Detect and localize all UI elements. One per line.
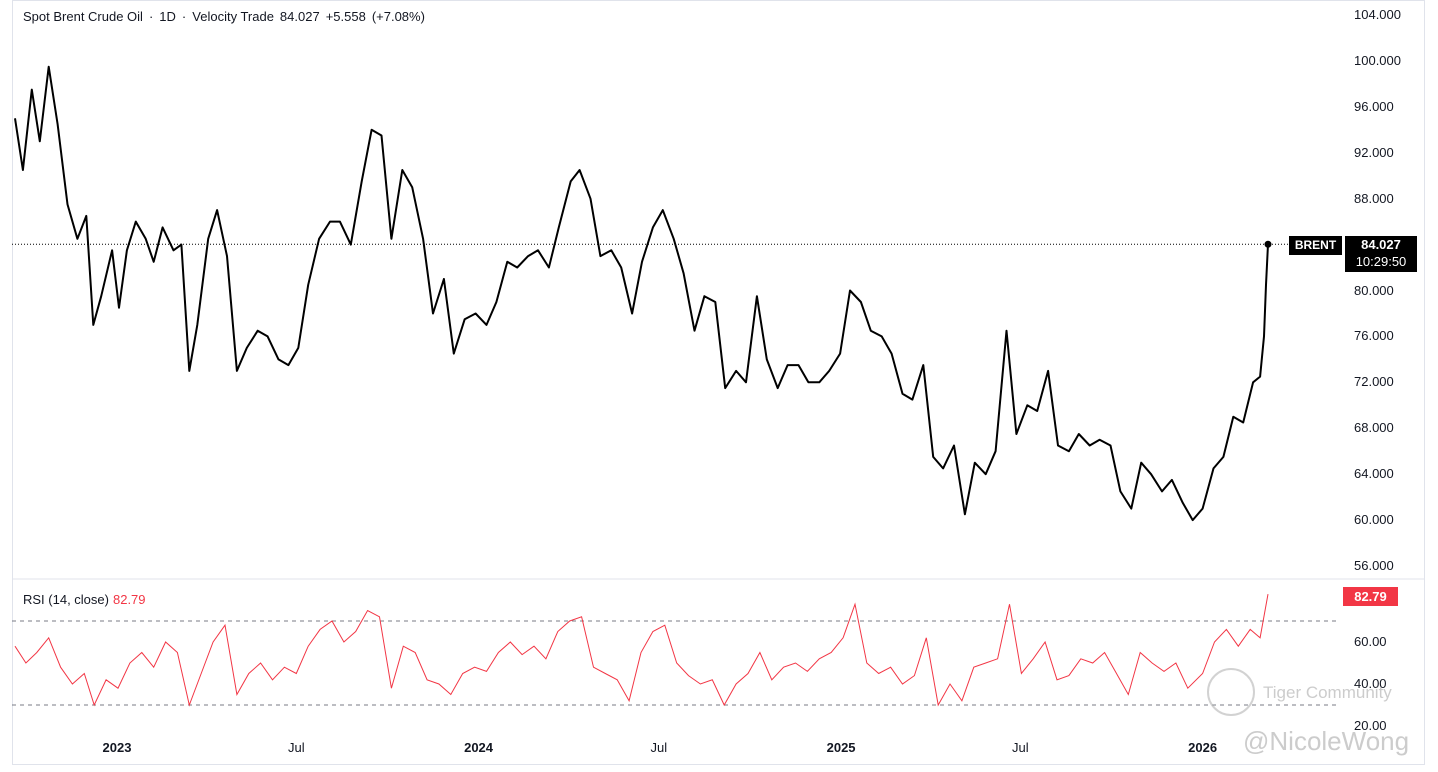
bar-countdown: 10:29:50: [1355, 254, 1407, 269]
separator: ·: [148, 9, 154, 24]
time-tick-label: Jul: [287, 740, 305, 755]
price-tick-label: 72.000: [1354, 374, 1394, 390]
last-price-tag-value: 84.027: [1361, 237, 1401, 252]
price-tick-label: 60.000: [1354, 512, 1394, 528]
time-tick-label: Jul: [1012, 740, 1029, 755]
time-tick-label: 2025: [826, 740, 856, 755]
last-price: 84.027: [279, 9, 320, 24]
tiger-logo-icon: [1207, 668, 1255, 716]
price-tick-label: 104.000: [1354, 7, 1401, 22]
price-tick-label: 96.000: [1354, 98, 1394, 114]
time-tick-label: 2023: [102, 740, 132, 755]
separator: ·: [181, 9, 187, 24]
last-price-tag: 84.027 10:29:50: [1345, 236, 1417, 272]
price-change: +5.558: [325, 9, 366, 24]
chart-frame: [12, 0, 1425, 765]
rsi-value-tag: 82.79: [1343, 587, 1398, 606]
interval[interactable]: 1D: [159, 9, 176, 24]
price-tick-label: 64.000: [1354, 466, 1394, 482]
price-tick-label: 68.000: [1354, 420, 1394, 436]
price-tick-label: 92.000: [1354, 144, 1394, 160]
symbol-tag: BRENT: [1289, 236, 1342, 255]
price-tick-label: 88.000: [1354, 190, 1394, 206]
last-price-marker: [1264, 240, 1272, 248]
time-tick-label: 2024: [464, 740, 494, 755]
rsi-label: RSI (14, close): [23, 592, 109, 607]
rsi-tick-label: 40.00: [1354, 676, 1387, 691]
rsi-line[interactable]: [14, 594, 1269, 707]
price-tick-label: 80.000: [1354, 282, 1394, 298]
time-tick-label: Jul: [650, 740, 668, 755]
price-tick-label: 100.000: [1354, 52, 1401, 68]
publisher: Velocity Trade: [192, 9, 274, 24]
time-tick-label: 2026: [1188, 740, 1218, 755]
price-tick-label: 56.000: [1354, 558, 1394, 573]
rsi-tick-label: 60.00: [1354, 634, 1387, 649]
price-tick-label: 76.000: [1354, 328, 1394, 344]
watermark-author: @NicoleWong: [1243, 726, 1410, 756]
rsi-header[interactable]: RSI (14, close) 82.79: [23, 592, 146, 607]
rsi-tick-label: 20.00: [1354, 718, 1387, 733]
price-change-pct: (+7.08%): [371, 9, 425, 24]
price-line[interactable]: [14, 65, 1269, 522]
chart-header: Spot Brent Crude Oil · 1D · Velocity Trade 84…: [23, 9, 431, 24]
symbol-name[interactable]: Spot Brent Crude Oil: [23, 9, 143, 24]
rsi-value: 82.79: [112, 592, 146, 607]
watermark-community: Tiger Community: [1263, 683, 1392, 702]
